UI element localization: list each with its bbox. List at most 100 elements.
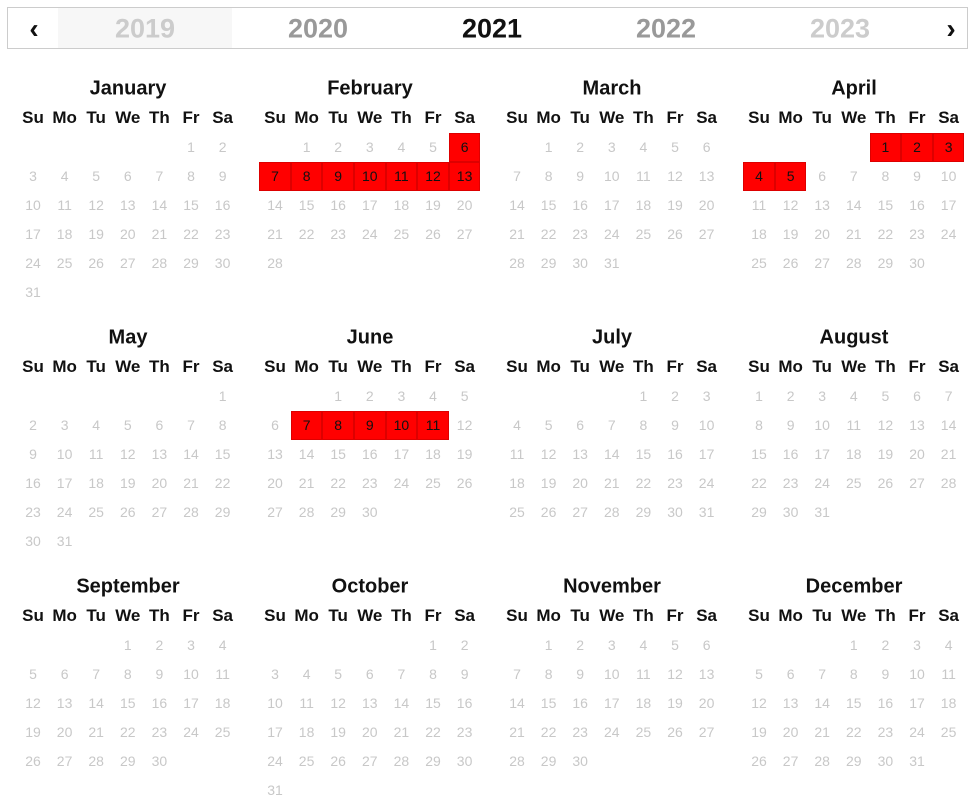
- day[interactable]: 22: [330, 475, 346, 491]
- day[interactable]: 10: [25, 197, 41, 213]
- day[interactable]: 2: [671, 388, 679, 404]
- day[interactable]: 4: [639, 139, 648, 155]
- day[interactable]: 2: [218, 139, 227, 155]
- day[interactable]: 27: [698, 724, 715, 740]
- day[interactable]: 28: [814, 753, 830, 769]
- day[interactable]: 30: [909, 255, 925, 271]
- day[interactable]: 25: [509, 504, 525, 520]
- day[interactable]: 17: [183, 695, 199, 711]
- day[interactable]: 15: [877, 197, 894, 213]
- day[interactable]: 26: [782, 255, 799, 271]
- day[interactable]: 21: [604, 475, 620, 491]
- day[interactable]: 2: [576, 139, 585, 155]
- day[interactable]: 28: [846, 255, 862, 271]
- day[interactable]: 19: [877, 446, 894, 462]
- day[interactable]: 25: [751, 255, 767, 271]
- day[interactable]: 1: [755, 388, 763, 404]
- day[interactable]: 31: [56, 533, 73, 549]
- day[interactable]: 7: [187, 417, 195, 433]
- day[interactable]: 15: [214, 446, 231, 462]
- day[interactable]: 9: [881, 666, 890, 682]
- day[interactable]: 2: [365, 388, 374, 404]
- day[interactable]: 27: [120, 255, 136, 271]
- day[interactable]: 30: [362, 504, 378, 520]
- day[interactable]: 30: [25, 533, 41, 549]
- day[interactable]: 22: [183, 226, 199, 242]
- day[interactable]: 8: [544, 666, 553, 682]
- day[interactable]: 13: [456, 168, 473, 184]
- selected-day[interactable]: [932, 132, 965, 162]
- day[interactable]: 30: [214, 255, 231, 271]
- day[interactable]: 25: [425, 475, 441, 491]
- day[interactable]: 10: [814, 417, 830, 433]
- day[interactable]: 14: [267, 197, 283, 213]
- day[interactable]: 6: [365, 666, 374, 682]
- day[interactable]: 25: [56, 255, 73, 271]
- day[interactable]: 28: [393, 753, 410, 769]
- day[interactable]: 13: [698, 666, 715, 682]
- selected-day[interactable]: [743, 161, 775, 191]
- day[interactable]: 12: [88, 197, 104, 213]
- day[interactable]: 15: [540, 197, 557, 213]
- day[interactable]: 11: [425, 417, 441, 433]
- day[interactable]: 22: [214, 475, 231, 491]
- day[interactable]: 3: [607, 637, 616, 653]
- day[interactable]: 10: [909, 666, 925, 682]
- day[interactable]: 26: [751, 753, 767, 769]
- day[interactable]: 31: [698, 504, 715, 520]
- day[interactable]: 23: [909, 226, 925, 242]
- day[interactable]: 15: [846, 695, 862, 711]
- day[interactable]: 27: [572, 504, 588, 520]
- day[interactable]: 13: [56, 695, 73, 711]
- day[interactable]: 14: [846, 197, 862, 213]
- day[interactable]: 13: [814, 197, 830, 213]
- day[interactable]: 25: [88, 504, 104, 520]
- day[interactable]: 7: [944, 388, 953, 404]
- day[interactable]: 6: [460, 139, 469, 155]
- day[interactable]: 23: [151, 724, 168, 740]
- day[interactable]: 6: [576, 417, 585, 433]
- day[interactable]: 7: [271, 168, 279, 184]
- day[interactable]: 14: [509, 197, 525, 213]
- day[interactable]: 19: [667, 197, 683, 213]
- day[interactable]: 4: [60, 168, 69, 184]
- day[interactable]: 19: [751, 724, 767, 740]
- day[interactable]: 18: [56, 226, 73, 242]
- day[interactable]: 18: [846, 446, 862, 462]
- day[interactable]: 21: [509, 226, 525, 242]
- day[interactable]: 18: [425, 446, 441, 462]
- day[interactable]: 12: [120, 446, 136, 462]
- day[interactable]: 3: [60, 417, 69, 433]
- day[interactable]: 24: [940, 226, 957, 242]
- day[interactable]: 11: [394, 168, 409, 184]
- day[interactable]: 27: [151, 504, 168, 520]
- year-option[interactable]: 2019: [114, 13, 176, 44]
- day[interactable]: 17: [604, 197, 620, 213]
- day[interactable]: 1: [123, 637, 132, 653]
- day[interactable]: 14: [604, 446, 620, 462]
- day[interactable]: 13: [151, 446, 168, 462]
- day[interactable]: 28: [509, 255, 525, 271]
- day[interactable]: 2: [155, 637, 164, 653]
- day[interactable]: 6: [786, 666, 795, 682]
- day[interactable]: 26: [88, 255, 104, 271]
- day[interactable]: 3: [702, 388, 711, 404]
- selected-day[interactable]: [385, 410, 418, 440]
- day[interactable]: 28: [267, 255, 283, 271]
- day[interactable]: 31: [814, 504, 830, 520]
- day[interactable]: 18: [509, 475, 525, 491]
- day[interactable]: 11: [751, 197, 767, 213]
- day[interactable]: 3: [818, 388, 827, 404]
- day[interactable]: 16: [25, 475, 41, 491]
- day[interactable]: 1: [187, 139, 195, 155]
- day[interactable]: 12: [25, 695, 41, 711]
- day[interactable]: 8: [849, 666, 858, 682]
- day[interactable]: 12: [667, 666, 683, 682]
- year-option[interactable]: 2023: [809, 13, 871, 44]
- day[interactable]: 17: [362, 197, 378, 213]
- day[interactable]: 18: [635, 695, 652, 711]
- day[interactable]: 16: [667, 446, 683, 462]
- selected-day[interactable]: [290, 161, 323, 191]
- day[interactable]: 23: [456, 724, 473, 740]
- day[interactable]: 22: [540, 226, 557, 242]
